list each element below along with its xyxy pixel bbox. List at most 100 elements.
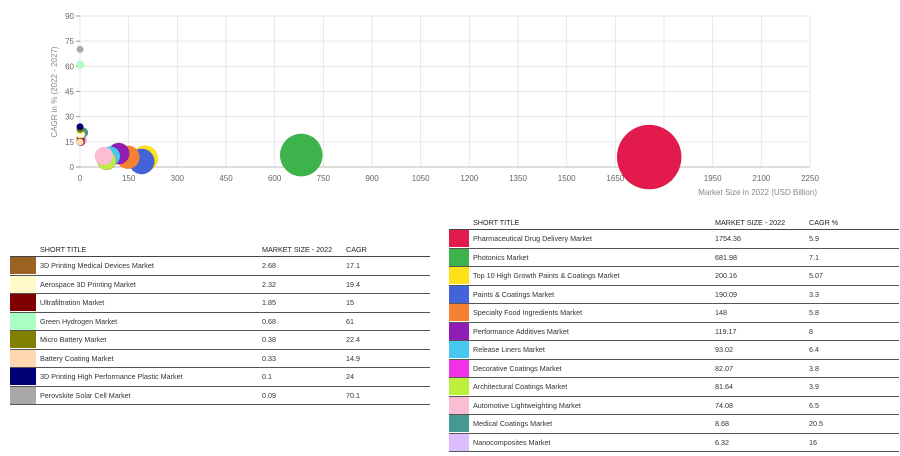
- row-title: Release Liners Market: [469, 340, 711, 360]
- table-row: Nanocomposites Market 6.32 16: [449, 433, 899, 452]
- bubble-point[interactable]: Pharmaceutical Drug Delivery Market: [616, 124, 682, 190]
- row-cagr: 19.4: [342, 275, 430, 294]
- row-cagr: 22.4: [342, 330, 430, 350]
- table-row: Aerospace 3D Printing Market 2.32 19.4: [10, 275, 430, 294]
- row-title: Battery Coating Market: [36, 349, 258, 368]
- row-cagr: 6.4: [805, 340, 899, 360]
- color-swatch: [449, 248, 469, 267]
- row-cagr: 24: [342, 367, 430, 387]
- row-market-size: 82.07: [711, 359, 805, 378]
- y-tick-label: 45: [65, 88, 74, 97]
- row-title: Specialty Food Ingredients Market: [469, 303, 711, 323]
- x-tick-label: 2100: [752, 174, 770, 183]
- row-title: Ultrafiltration Market: [36, 293, 258, 313]
- y-tick-label: 90: [65, 12, 74, 21]
- row-market-size: 0.09: [258, 386, 342, 405]
- row-market-size: 6.32: [711, 433, 805, 452]
- table-row: 3D Printing High Performance Plastic Mar…: [10, 367, 430, 387]
- y-axis: 0 15 30 45 60 75 90: [65, 12, 80, 172]
- row-cagr: 5.07: [805, 266, 899, 286]
- row-market-size: 119.17: [711, 322, 805, 341]
- x-axis-title: Market Size in 2022 (USD Billion): [698, 188, 817, 197]
- table-row: Battery Coating Market 0.33 14.9: [10, 349, 430, 368]
- color-swatch: [10, 256, 36, 276]
- row-cagr: 70.1: [342, 386, 430, 405]
- table-row: Paints & Coatings Market 190.09 3.3: [449, 285, 899, 304]
- row-title: Perovskite Solar Cell Market: [36, 386, 258, 405]
- row-title: 3D Printing Medical Devices Market: [36, 256, 258, 276]
- table-header-row: SHORT TITLE MARKET SIZE - 2022 CAGR %: [449, 215, 899, 230]
- y-tick-label: 0: [70, 163, 75, 172]
- row-market-size: 148: [711, 303, 805, 323]
- row-cagr: 8: [805, 322, 899, 341]
- row-title: Aerospace 3D Printing Market: [36, 275, 258, 294]
- header-market-size: MARKET SIZE - 2022: [258, 242, 342, 257]
- table-row: Perovskite Solar Cell Market 0.09 70.1: [10, 386, 430, 405]
- row-title: Automotive Lightweighting Market: [469, 396, 711, 415]
- chart-bubbles: Pharmaceutical Drug Delivery Market Photo…: [76, 45, 682, 190]
- row-market-size: 74.08: [711, 396, 805, 415]
- row-market-size: 2.68: [258, 256, 342, 276]
- row-cagr: 20.5: [805, 414, 899, 434]
- row-title: Top 10 High Growth Paints & Coatings Mar…: [469, 266, 711, 286]
- color-swatch: [449, 285, 469, 304]
- row-cagr: 5.9: [805, 229, 899, 249]
- row-title: Medical Coatings Market: [469, 414, 711, 434]
- color-swatch: [449, 396, 469, 415]
- x-tick-label: 450: [219, 174, 233, 183]
- x-tick-label: 1350: [509, 174, 527, 183]
- table-row: Medical Coatings Market 8.68 20.5: [449, 414, 899, 434]
- table-row: Top 10 High Growth Paints & Coatings Mar…: [449, 266, 899, 286]
- bubble-point[interactable]: Automotive Lightweighting Market: [94, 146, 114, 166]
- row-title: Green Hydrogen Market: [36, 312, 258, 331]
- color-swatch: [449, 359, 469, 378]
- bubble-point[interactable]: Perovskite Solar Cell Market: [76, 45, 84, 54]
- bubble-point[interactable]: Battery Coating Market: [76, 138, 84, 146]
- color-swatch: [449, 414, 469, 434]
- color-swatch: [449, 303, 469, 323]
- bubble-point[interactable]: 3D Printing High Performance Plastic Mar…: [76, 123, 84, 131]
- row-market-size: 200.16: [711, 266, 805, 286]
- row-cagr: 61: [342, 312, 430, 331]
- row-market-size: 0.33: [258, 349, 342, 368]
- bubble-point[interactable]: Photonics Market: [279, 133, 323, 177]
- legend-table-small-markets: SHORT TITLE MARKET SIZE - 2022 CAGR 3D P…: [10, 242, 430, 405]
- row-cagr: 3.8: [805, 359, 899, 378]
- y-tick-label: 75: [65, 37, 74, 46]
- color-swatch: [10, 349, 36, 368]
- row-market-size: 0.38: [258, 330, 342, 350]
- table-row: Performance Additives Market 119.17 8: [449, 322, 899, 341]
- row-market-size: 681.98: [711, 248, 805, 267]
- x-tick-label: 600: [268, 174, 282, 183]
- row-market-size: 8.68: [711, 414, 805, 434]
- x-tick-label: 900: [365, 174, 379, 183]
- chart-grid: [79, 15, 811, 168]
- x-tick-label: 300: [171, 174, 185, 183]
- row-title: Performance Additives Market: [469, 322, 711, 341]
- x-tick-label: 750: [317, 174, 331, 183]
- header-cagr: CAGR: [342, 242, 430, 257]
- color-swatch: [10, 386, 36, 405]
- x-tick-label: 1050: [412, 174, 430, 183]
- row-market-size: 1.85: [258, 293, 342, 313]
- y-tick-label: 15: [65, 138, 74, 147]
- header-short-title: SHORT TITLE: [469, 215, 711, 230]
- row-title: Decorative Coatings Market: [469, 359, 711, 378]
- table-row: Ultrafiltration Market 1.85 15: [10, 293, 430, 313]
- row-market-size: 190.09: [711, 285, 805, 304]
- table-row: Pharmaceutical Drug Delivery Market 1754.…: [449, 229, 899, 249]
- row-cagr: 15: [342, 293, 430, 313]
- y-tick-label: 60: [65, 62, 74, 71]
- row-cagr: 16: [805, 433, 899, 452]
- header-color: [10, 242, 36, 257]
- color-swatch: [10, 330, 36, 350]
- bubble-point[interactable]: Green Hydrogen Market: [76, 60, 85, 69]
- table-row: Specialty Food Ingredients Market 148 5.8: [449, 303, 899, 323]
- bubble-chart: 0 15 30 45 60 75 90 0 150 300 450 600 750 900 1050 120…: [50, 12, 819, 197]
- row-cagr: 3.3: [805, 285, 899, 304]
- row-title: Paints & Coatings Market: [469, 285, 711, 304]
- table-row: Release Liners Market 93.02 6.4: [449, 340, 899, 360]
- table-row: Decorative Coatings Market 82.07 3.8: [449, 359, 899, 378]
- x-axis: 0 150 300 450 600 750 900 1050 1200 1350 1500 1650 1…: [78, 166, 819, 183]
- row-cagr: 7.1: [805, 248, 899, 267]
